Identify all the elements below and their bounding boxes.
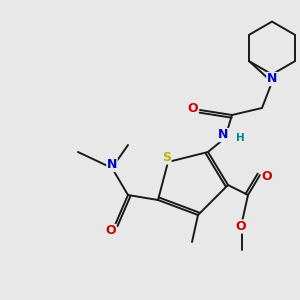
Text: O: O (105, 224, 116, 238)
Text: O: O (187, 102, 198, 115)
Text: S: S (162, 151, 171, 164)
Text: N: N (218, 128, 229, 142)
Text: H: H (236, 133, 245, 143)
Text: N: N (107, 158, 117, 172)
Text: O: O (261, 170, 272, 183)
Text: O: O (235, 220, 246, 233)
Text: N: N (267, 73, 277, 85)
